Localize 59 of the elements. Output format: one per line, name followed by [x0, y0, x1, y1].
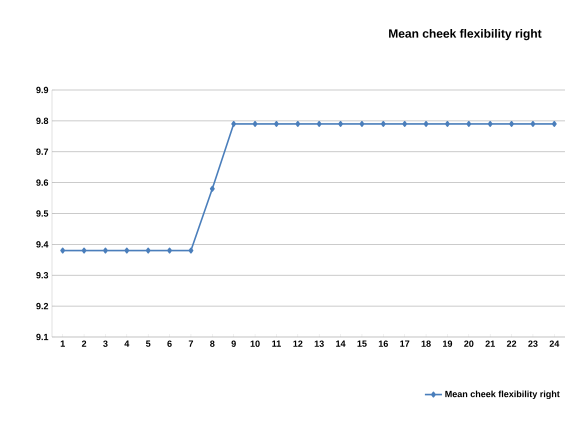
x-tick-label: 19: [442, 340, 452, 347]
y-tick-label: 9.1: [36, 334, 48, 340]
point: [316, 120, 322, 127]
point: [231, 120, 236, 127]
point: [466, 120, 472, 127]
point: [295, 120, 300, 127]
x-tick-label: 20: [464, 340, 474, 347]
x-tick-label: 12: [293, 340, 302, 347]
x-tick-label: 14: [336, 340, 346, 347]
y-tick-label: 9.9: [36, 86, 48, 94]
point: [252, 120, 258, 127]
point: [102, 248, 108, 254]
x-tick-label: 17: [400, 340, 410, 347]
point: [210, 186, 215, 192]
x-tick-label: 13: [314, 340, 324, 347]
x-tick-label: 7: [188, 340, 194, 347]
x-tick-label: 9: [232, 340, 236, 347]
point: [60, 248, 66, 254]
x-tick-label: 2: [82, 340, 86, 347]
point: [380, 120, 386, 127]
point: [552, 120, 557, 127]
x-tick-label: 5: [146, 340, 150, 347]
point: [488, 120, 493, 127]
point: [444, 120, 450, 127]
x-tick-label: 6: [167, 340, 172, 347]
point: [167, 248, 172, 254]
y-tick-label: 9.6: [36, 179, 48, 186]
x-tick-label: 3: [103, 340, 108, 347]
legend-label: Mean cheek flexibility right: [445, 390, 560, 400]
y-tick-label: 9.3: [36, 272, 48, 278]
point: [402, 120, 408, 127]
point: [338, 120, 344, 127]
y-tick-label: 9.4: [36, 241, 48, 248]
x-tick-label: 4: [124, 340, 130, 347]
x-tick-label: 23: [528, 340, 538, 347]
point: [530, 120, 536, 127]
point: [124, 248, 130, 254]
point: [146, 248, 151, 254]
y-tick-label: 9.8: [36, 118, 48, 124]
x-tick-label: 22: [506, 340, 516, 347]
x-tick-label: 10: [250, 340, 260, 347]
point: [424, 120, 429, 127]
point: [359, 120, 364, 127]
y-tick-label: 9.7: [36, 148, 48, 155]
x-tick-label: 16: [378, 340, 388, 347]
x-tick-label: 11: [272, 340, 281, 347]
point: [509, 120, 514, 127]
point: [274, 120, 279, 127]
x-tick-label: 1: [60, 340, 65, 347]
y-tick-label: 9.5: [36, 210, 48, 217]
x-tick-label: 15: [357, 340, 367, 347]
x-tick-label: 21: [485, 340, 495, 347]
x-tick-label: 18: [422, 340, 431, 347]
point: [82, 248, 87, 254]
point: [188, 248, 194, 254]
x-tick-label: 24: [550, 340, 560, 347]
chart-title: Mean cheek flexibility right: [389, 28, 542, 40]
x-tick-label: 8: [210, 340, 215, 347]
y-tick-label: 9.2: [36, 302, 48, 310]
